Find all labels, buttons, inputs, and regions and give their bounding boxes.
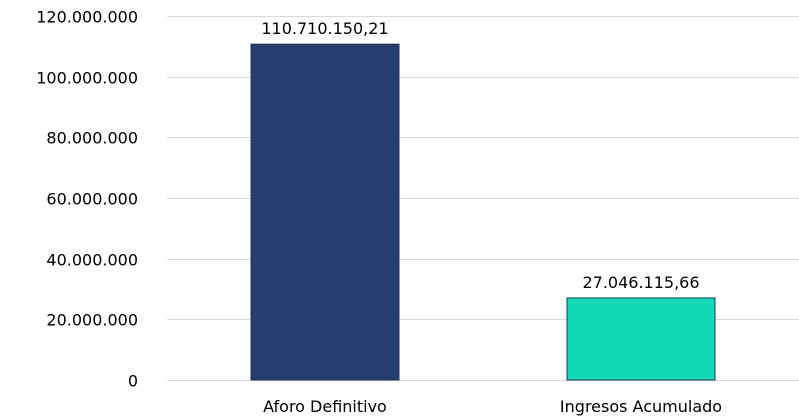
bars [250,43,716,381]
x-tick-label: Aforo Definitivo [263,397,387,416]
bar [250,43,400,381]
y-tick-label: 120.000.000 [36,8,138,27]
y-tick-label: 0 [128,372,138,391]
data-label: 110.710.150,21 [261,19,388,38]
data-label: 27.046.115,66 [582,273,699,292]
y-tick-label: 60.000.000 [46,190,138,209]
x-tick-label: Ingresos Acumulado [560,397,722,416]
y-tick-label: 80.000.000 [46,129,138,148]
y-axis-tick-labels: 0 20.000.000 40.000.000 60.000.000 80.000.00… [36,8,138,391]
y-tick-label: 40.000.000 [46,251,138,270]
y-tick-label: 100.000.000 [36,69,138,88]
data-labels: 110.710.150,21 27.046.115,66 [261,19,699,292]
x-axis-tick-labels: Aforo Definitivo Ingresos Acumulado [263,397,722,416]
y-tick-label: 20.000.000 [46,311,138,330]
bar [566,297,716,381]
